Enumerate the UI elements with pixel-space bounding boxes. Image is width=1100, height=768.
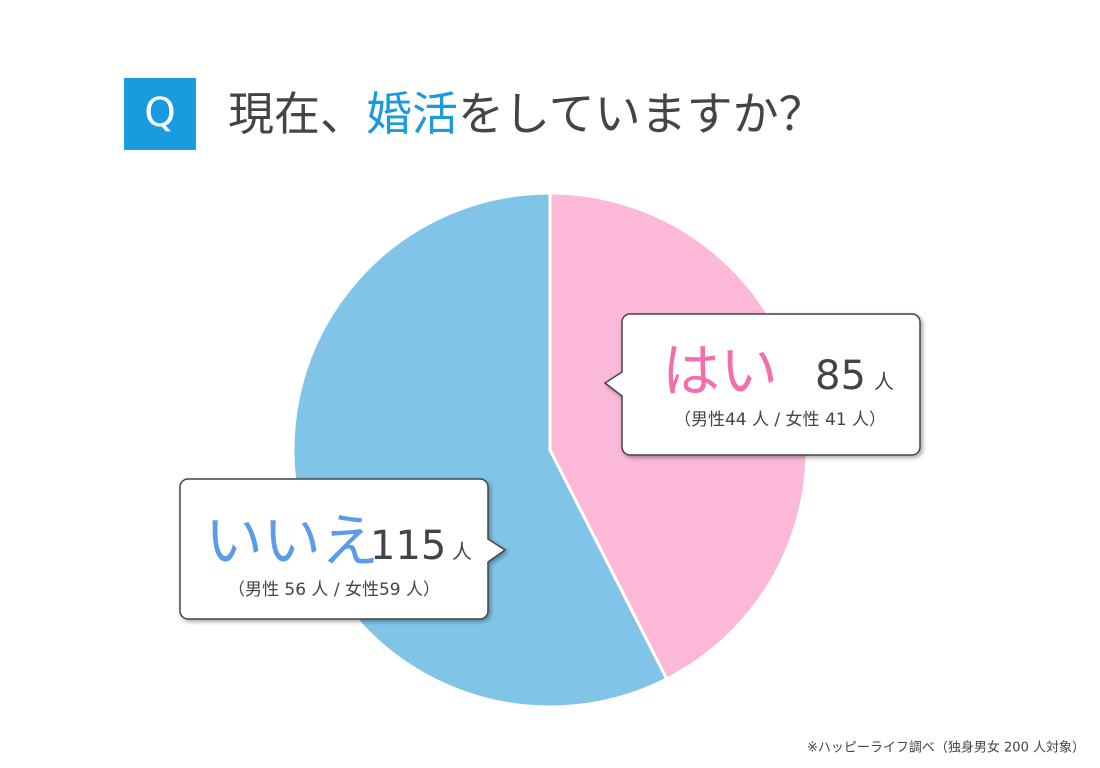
callout-box	[603, 313, 921, 456]
title-highlight: 婚活	[366, 87, 458, 141]
value-label: 115	[370, 523, 446, 569]
category-label: いいえ	[205, 507, 379, 575]
chart-title: 現在、婚活をしていますか？	[228, 87, 825, 141]
q-badge	[124, 78, 196, 150]
title-part: をしていますか？	[458, 87, 825, 141]
unit-label: 人	[874, 370, 894, 394]
unit-label: 人	[452, 540, 472, 564]
value-label: 85	[815, 353, 866, 399]
category-label: はい	[662, 337, 778, 405]
badge-text: Q	[144, 90, 175, 136]
breakdown-label: （男性44 人 / 女性 41 人）	[674, 410, 886, 430]
callout-box	[179, 478, 507, 620]
title-part: 現在、	[228, 87, 366, 141]
footnote: ※ハッピーライフ調べ（独身男女 200 人対象）	[807, 740, 1085, 756]
breakdown-label: （男性 56 人 / 女性59 人）	[228, 580, 440, 600]
